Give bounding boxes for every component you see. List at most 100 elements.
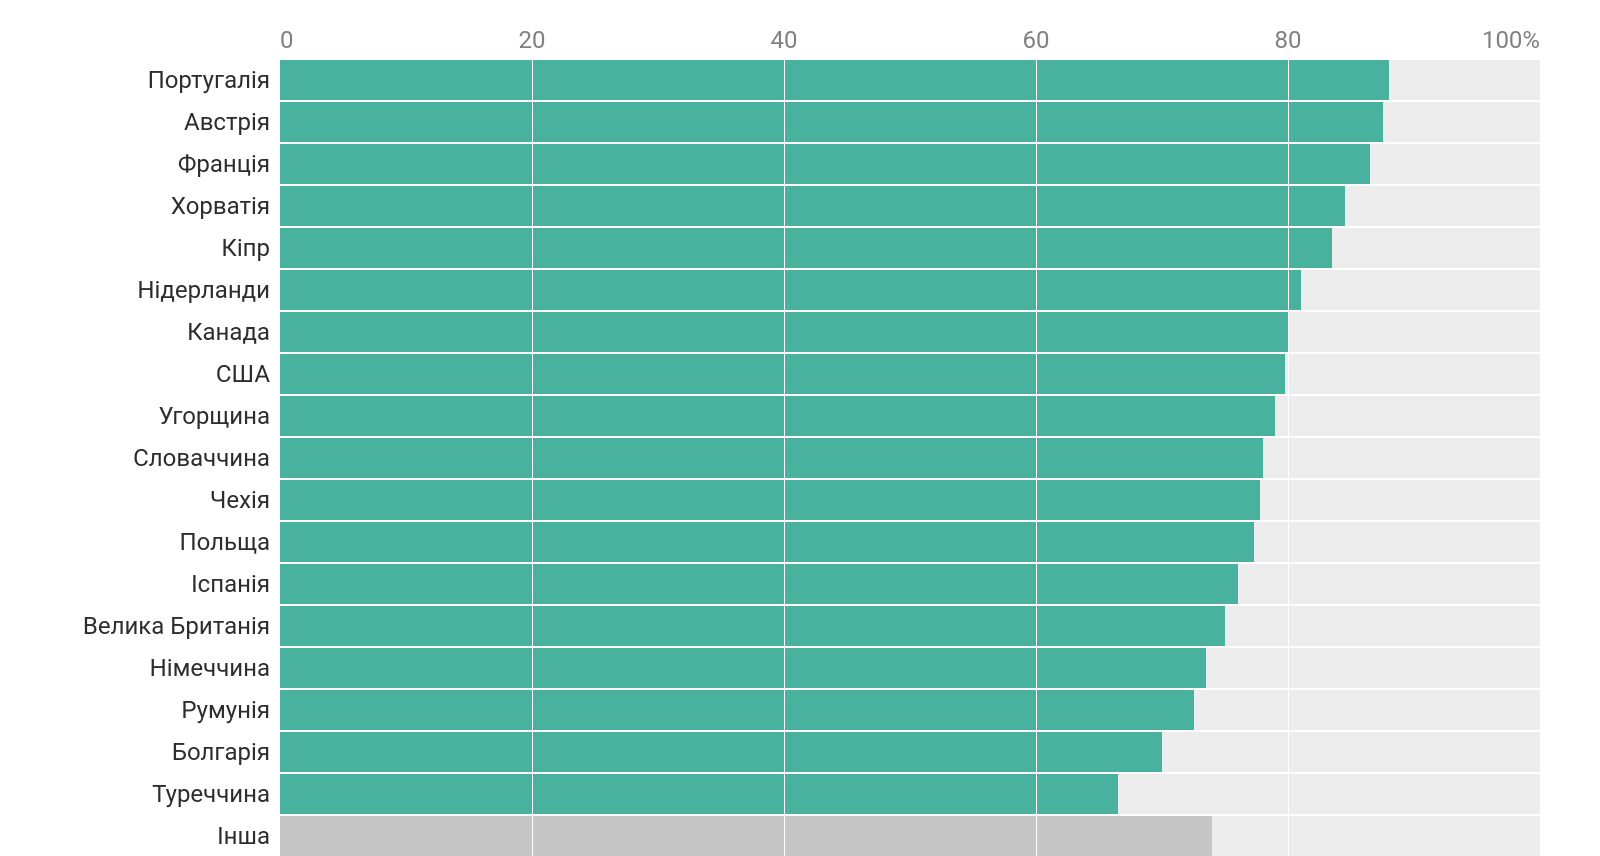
bar-fill <box>280 228 1332 268</box>
bar-label: Канада <box>40 312 280 352</box>
horizontal-bar-chart: 0 20 40 60 80 100% ПортугаліяАвстріяФранціяХо… <box>0 0 1600 853</box>
bar-label: Німеччина <box>40 648 280 688</box>
bar-row: Болгарія <box>40 732 1540 772</box>
x-axis: 0 20 40 60 80 100% <box>40 18 1540 60</box>
gridline <box>1288 480 1289 520</box>
x-axis-ticks-area: 0 20 40 60 80 100% <box>280 18 1540 60</box>
gridline <box>1540 102 1541 142</box>
bar-track <box>280 354 1540 394</box>
gridline <box>1540 564 1541 604</box>
gridline <box>1540 522 1541 562</box>
bars-area: ПортугаліяАвстріяФранціяХорватіяКіпрНіде… <box>40 60 1540 856</box>
bar-fill <box>280 396 1275 436</box>
bar-label: Чехія <box>40 480 280 520</box>
bar-track <box>280 312 1540 352</box>
bar-fill <box>280 522 1254 562</box>
gridline <box>1540 312 1541 352</box>
gridline <box>1540 186 1541 226</box>
gridline <box>1288 438 1289 478</box>
bar-track <box>280 144 1540 184</box>
gridline <box>1288 522 1289 562</box>
bar-row: Угорщина <box>40 396 1540 436</box>
bar-row: Туреччина <box>40 774 1540 814</box>
bar-fill <box>280 186 1345 226</box>
gridline <box>1540 354 1541 394</box>
bar-row: Португалія <box>40 60 1540 100</box>
bar-track <box>280 816 1540 856</box>
bar-fill <box>280 816 1212 856</box>
gridline <box>1540 648 1541 688</box>
bar-track <box>280 438 1540 478</box>
bar-row: США <box>40 354 1540 394</box>
gridline <box>1288 816 1289 856</box>
x-axis-tick: 100% <box>1482 26 1540 54</box>
bar-fill <box>280 144 1370 184</box>
bar-row: Франція <box>40 144 1540 184</box>
bar-label: Іспанія <box>40 564 280 604</box>
gridline <box>1540 144 1541 184</box>
bar-row: Хорватія <box>40 186 1540 226</box>
gridline <box>1540 690 1541 730</box>
bar-fill <box>280 270 1301 310</box>
gridline <box>1288 648 1289 688</box>
gridline <box>1540 480 1541 520</box>
gridline <box>1540 438 1541 478</box>
x-axis-tick: 20 <box>519 26 546 54</box>
bar-row: Словаччина <box>40 438 1540 478</box>
bar-label: Словаччина <box>40 438 280 478</box>
bar-track <box>280 60 1540 100</box>
bar-label: Туреччина <box>40 774 280 814</box>
gridline <box>1540 732 1541 772</box>
gridline <box>1540 228 1541 268</box>
bar-fill <box>280 438 1263 478</box>
bar-label: Велика Британія <box>40 606 280 646</box>
bar-track <box>280 606 1540 646</box>
bar-track <box>280 774 1540 814</box>
bar-label: Угорщина <box>40 396 280 436</box>
bar-fill <box>280 60 1389 100</box>
bar-fill <box>280 564 1238 604</box>
bar-label: Інша <box>40 816 280 856</box>
bar-row: Іспанія <box>40 564 1540 604</box>
gridline <box>1540 816 1541 856</box>
gridline <box>1540 606 1541 646</box>
bar-fill <box>280 732 1162 772</box>
x-axis-tick: 60 <box>1023 26 1050 54</box>
bar-label: Нідерланди <box>40 270 280 310</box>
bar-track <box>280 522 1540 562</box>
bar-row: Німеччина <box>40 648 1540 688</box>
gridline <box>1540 396 1541 436</box>
gridline <box>1288 732 1289 772</box>
bar-fill <box>280 480 1260 520</box>
bar-track <box>280 732 1540 772</box>
gridline <box>1540 60 1541 100</box>
bar-label: Болгарія <box>40 732 280 772</box>
gridline <box>1288 690 1289 730</box>
bar-track <box>280 480 1540 520</box>
bar-label: Румунія <box>40 690 280 730</box>
x-axis-tick: 80 <box>1275 26 1302 54</box>
bar-label: Португалія <box>40 60 280 100</box>
gridline <box>1288 396 1289 436</box>
bar-label: США <box>40 354 280 394</box>
bar-track <box>280 396 1540 436</box>
bar-row: Австрія <box>40 102 1540 142</box>
bar-row: Канада <box>40 312 1540 352</box>
bar-track <box>280 102 1540 142</box>
gridline <box>1288 354 1289 394</box>
bar-fill <box>280 354 1285 394</box>
bar-row: Польща <box>40 522 1540 562</box>
bar-row: Чехія <box>40 480 1540 520</box>
bar-fill <box>280 102 1383 142</box>
bar-track <box>280 270 1540 310</box>
bar-row: Румунія <box>40 690 1540 730</box>
bar-track <box>280 690 1540 730</box>
bar-row: Інша <box>40 816 1540 856</box>
bar-row: Нідерланди <box>40 270 1540 310</box>
bar-track <box>280 186 1540 226</box>
x-axis-tick: 0 <box>280 26 294 54</box>
bar-row: Кіпр <box>40 228 1540 268</box>
x-axis-tick: 40 <box>771 26 798 54</box>
bar-label: Кіпр <box>40 228 280 268</box>
bar-fill <box>280 774 1118 814</box>
